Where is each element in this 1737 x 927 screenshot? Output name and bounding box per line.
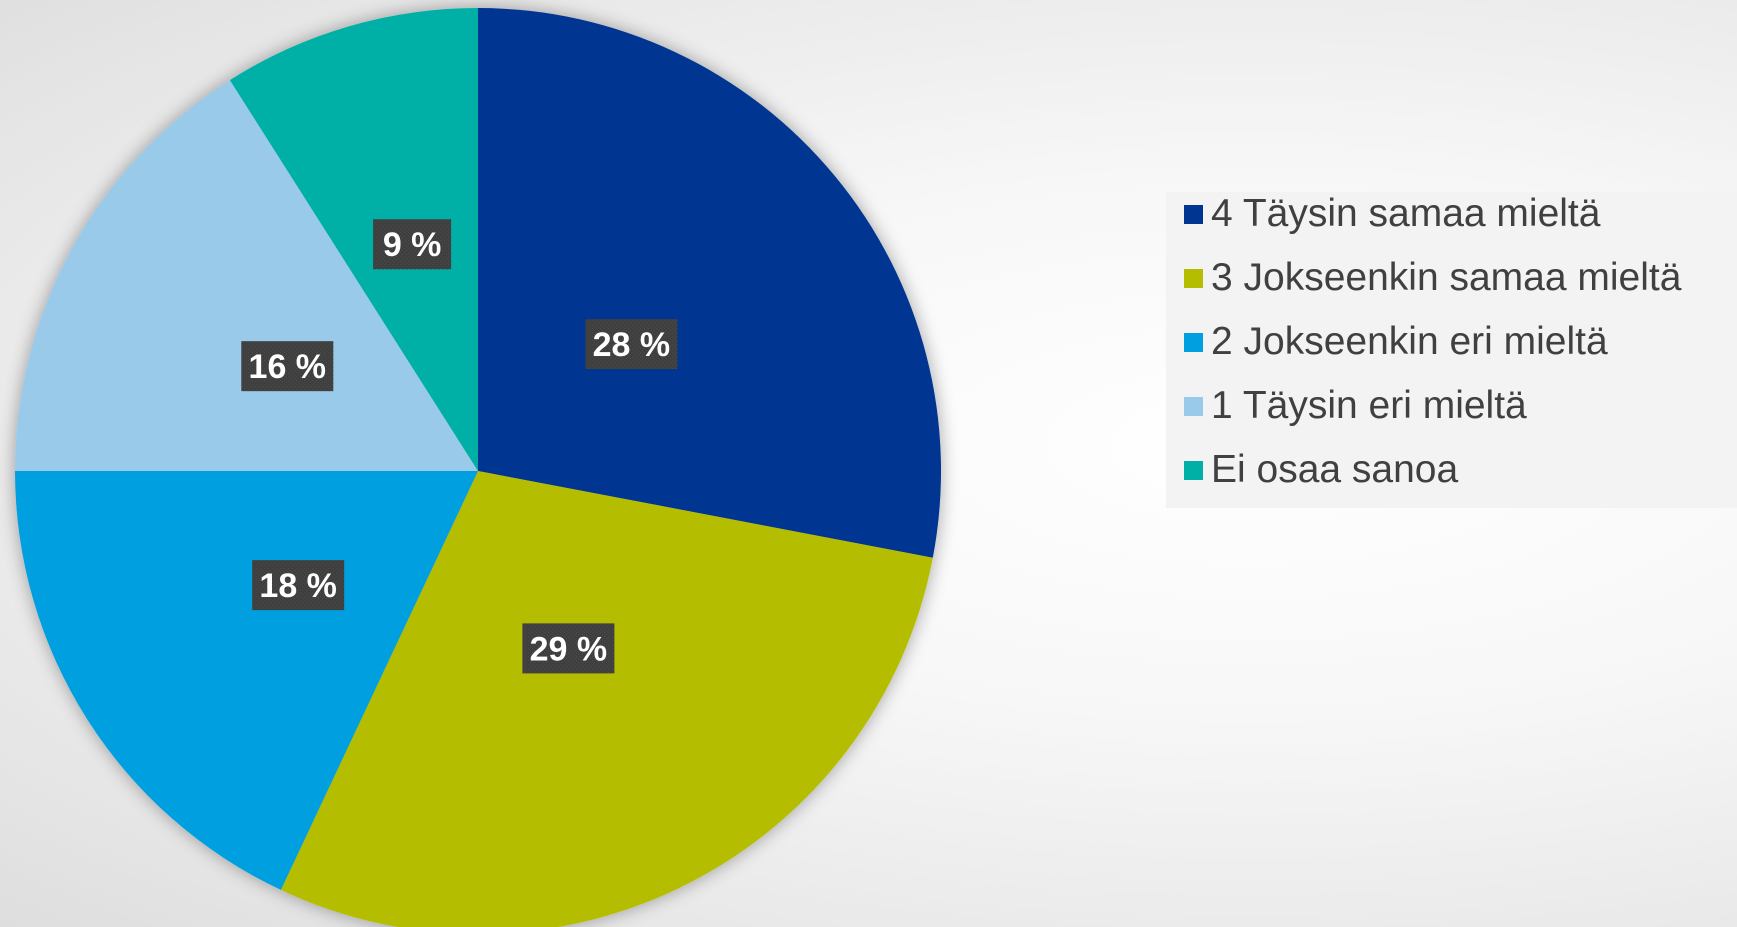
legend-label-ei-osaa-sanoa: Ei osaa sanoa — [1211, 448, 1459, 491]
data-label-jokseenkin-samaa-text: 29 % — [530, 630, 608, 668]
data-label-taysin-samaa-text: 28 % — [593, 326, 671, 364]
legend-swatch-ei-osaa-sanoa — [1184, 460, 1203, 480]
legend-label-jokseenkin-samaa: 3 Jokseenkin samaa mieltä — [1211, 256, 1682, 299]
legend-item-ei-osaa-sanoa: Ei osaa sanoa — [1184, 448, 1458, 492]
data-label-taysin-samaa: 28 % — [585, 319, 678, 370]
slice-jokseenkin-eri — [15, 471, 478, 890]
legend-label-taysin-eri: 1 Täysin eri mieltä — [1211, 384, 1527, 427]
slice-ei-osaa-sanoa — [229, 8, 478, 471]
data-label-ei-osaa-sanoa: 9 % — [373, 219, 452, 270]
legend-label-jokseenkin-eri: 2 Jokseenkin eri mieltä — [1211, 320, 1608, 363]
slice-jokseenkin-samaa — [280, 471, 933, 927]
legend-item-jokseenkin-eri: 2 Jokseenkin eri mieltä — [1184, 320, 1608, 364]
data-label-jokseenkin-samaa-box — [522, 623, 615, 674]
pie-data-labels: 28 % 29 % 18 % 16 % 9 % — [241, 219, 678, 674]
legend-item-taysin-eri: 1 Täysin eri mieltä — [1184, 384, 1527, 428]
data-label-jokseenkin-samaa: 29 % — [522, 623, 615, 674]
data-label-jokseenkin-eri: 18 % — [252, 560, 345, 611]
legend: 4 Täysin samaa mieltä 3 Jokseenkin samaa… — [1166, 192, 1737, 508]
data-label-taysin-eri-box — [241, 341, 334, 392]
legend-label-taysin-samaa: 4 Täysin samaa mieltä — [1211, 192, 1601, 235]
legend-item-taysin-samaa: 4 Täysin samaa mieltä — [1184, 192, 1600, 236]
data-label-taysin-eri-text: 16 % — [249, 348, 327, 386]
slice-taysin-eri — [15, 80, 478, 471]
data-label-ei-osaa-sanoa-box — [373, 219, 452, 270]
legend-swatch-jokseenkin-eri — [1184, 332, 1203, 352]
legend-swatch-taysin-samaa — [1184, 204, 1203, 224]
pie-slices — [15, 8, 942, 927]
data-label-taysin-samaa-box — [585, 319, 678, 370]
legend-swatch-taysin-eri — [1184, 396, 1203, 416]
legend-swatch-jokseenkin-samaa — [1184, 268, 1203, 288]
data-label-jokseenkin-eri-box — [252, 560, 345, 611]
data-label-ei-osaa-sanoa-text: 9 % — [383, 226, 442, 264]
data-label-taysin-eri: 16 % — [241, 341, 334, 392]
data-label-jokseenkin-eri-text: 18 % — [259, 567, 337, 605]
slice-taysin-samaa — [478, 8, 942, 558]
legend-item-jokseenkin-samaa: 3 Jokseenkin samaa mieltä — [1184, 256, 1681, 300]
